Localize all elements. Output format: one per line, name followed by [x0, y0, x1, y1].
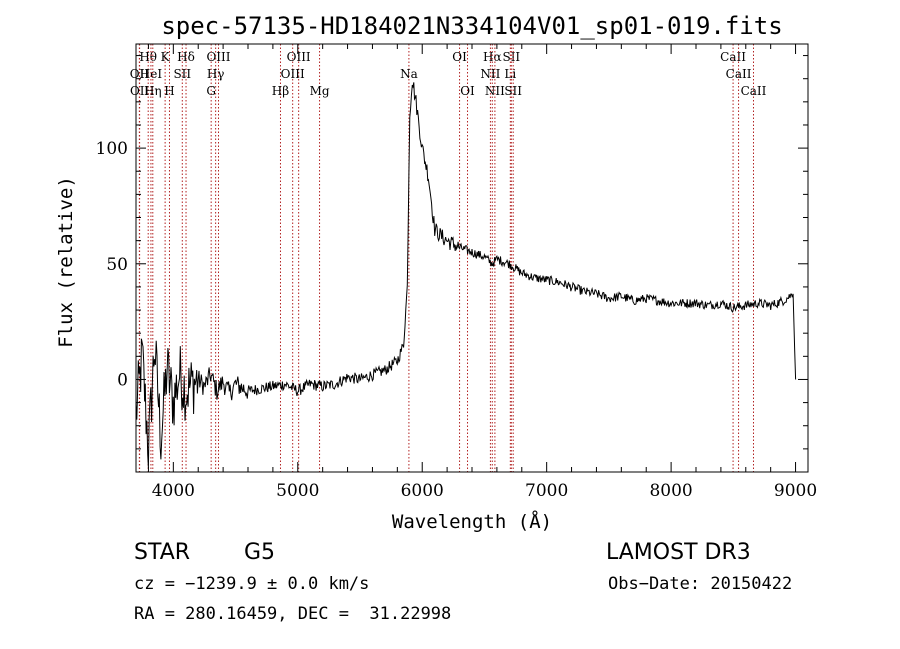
x-axis-label: Wavelength (Å): [392, 510, 552, 533]
line-label-7: H: [164, 84, 174, 98]
line-label-21: NII: [480, 67, 500, 81]
line-label-15: Mg: [310, 84, 330, 98]
chart-title: spec-57135-HD184021N334104V01_sp01-019.f…: [161, 12, 782, 40]
line-label-24: SII: [504, 84, 522, 98]
line-label-0: Hθ: [139, 50, 157, 64]
line-label-19: Hα: [483, 50, 502, 64]
line-label-5: K: [161, 50, 171, 64]
line-label-1: OII: [130, 67, 150, 81]
redshift-velocity: cz = −1239.9 ± 0.0 km/s: [134, 574, 370, 594]
line-label-26: CaII: [726, 67, 752, 81]
y-axis-label: Flux (relative): [55, 176, 77, 348]
y-tick-label-2: 100: [96, 139, 128, 159]
line-label-3: OII: [130, 84, 150, 98]
line-label-25: CaII: [720, 50, 746, 64]
y-tick-label-1: 50: [106, 255, 128, 275]
line-label-20: SII: [502, 50, 520, 64]
x-tick-label-5: 9000: [774, 481, 817, 501]
object-class: STAR: [134, 540, 191, 565]
line-label-23: NII: [485, 84, 505, 98]
line-label-4: Hη: [144, 84, 162, 98]
coordinates: RA = 280.16459, DEC = 31.22998: [134, 604, 452, 624]
x-tick-label-1: 5000: [276, 481, 319, 501]
survey-name: LAMOST DR3: [606, 540, 751, 565]
line-label-6: SII: [173, 67, 191, 81]
flux-line: [135, 82, 797, 468]
line-label-8: Hδ: [177, 50, 195, 64]
line-label-22: Li: [504, 67, 516, 81]
x-tick-label-4: 8000: [649, 481, 692, 501]
line-label-14: Hβ: [272, 84, 289, 98]
plot-frame: [135, 43, 809, 473]
line-label-13: OIII: [281, 67, 305, 81]
line-label-10: Hγ: [207, 67, 225, 81]
axes: 4000 5000 6000 7000 8000 9000 0 50 100: [96, 44, 817, 501]
line-label-12: OIII: [287, 50, 311, 64]
x-tick-label-2: 6000: [401, 481, 444, 501]
x-tick-label-0: 4000: [152, 481, 195, 501]
spectrum-series: [135, 82, 797, 468]
observation-date: Obs−Date: 20150422: [608, 574, 793, 594]
line-label-18: OI: [460, 84, 475, 98]
line-label-11: G: [206, 84, 216, 98]
line-label-9: OIII: [206, 50, 230, 64]
line-label-27: CaII: [741, 84, 767, 98]
line-label-17: OI: [452, 50, 467, 64]
line-label-2: HeI: [140, 67, 163, 81]
object-subclass: G5: [244, 540, 276, 565]
y-tick-label-0: 0: [117, 370, 128, 390]
line-label-16: Na: [400, 67, 418, 81]
x-tick-label-3: 7000: [525, 481, 568, 501]
